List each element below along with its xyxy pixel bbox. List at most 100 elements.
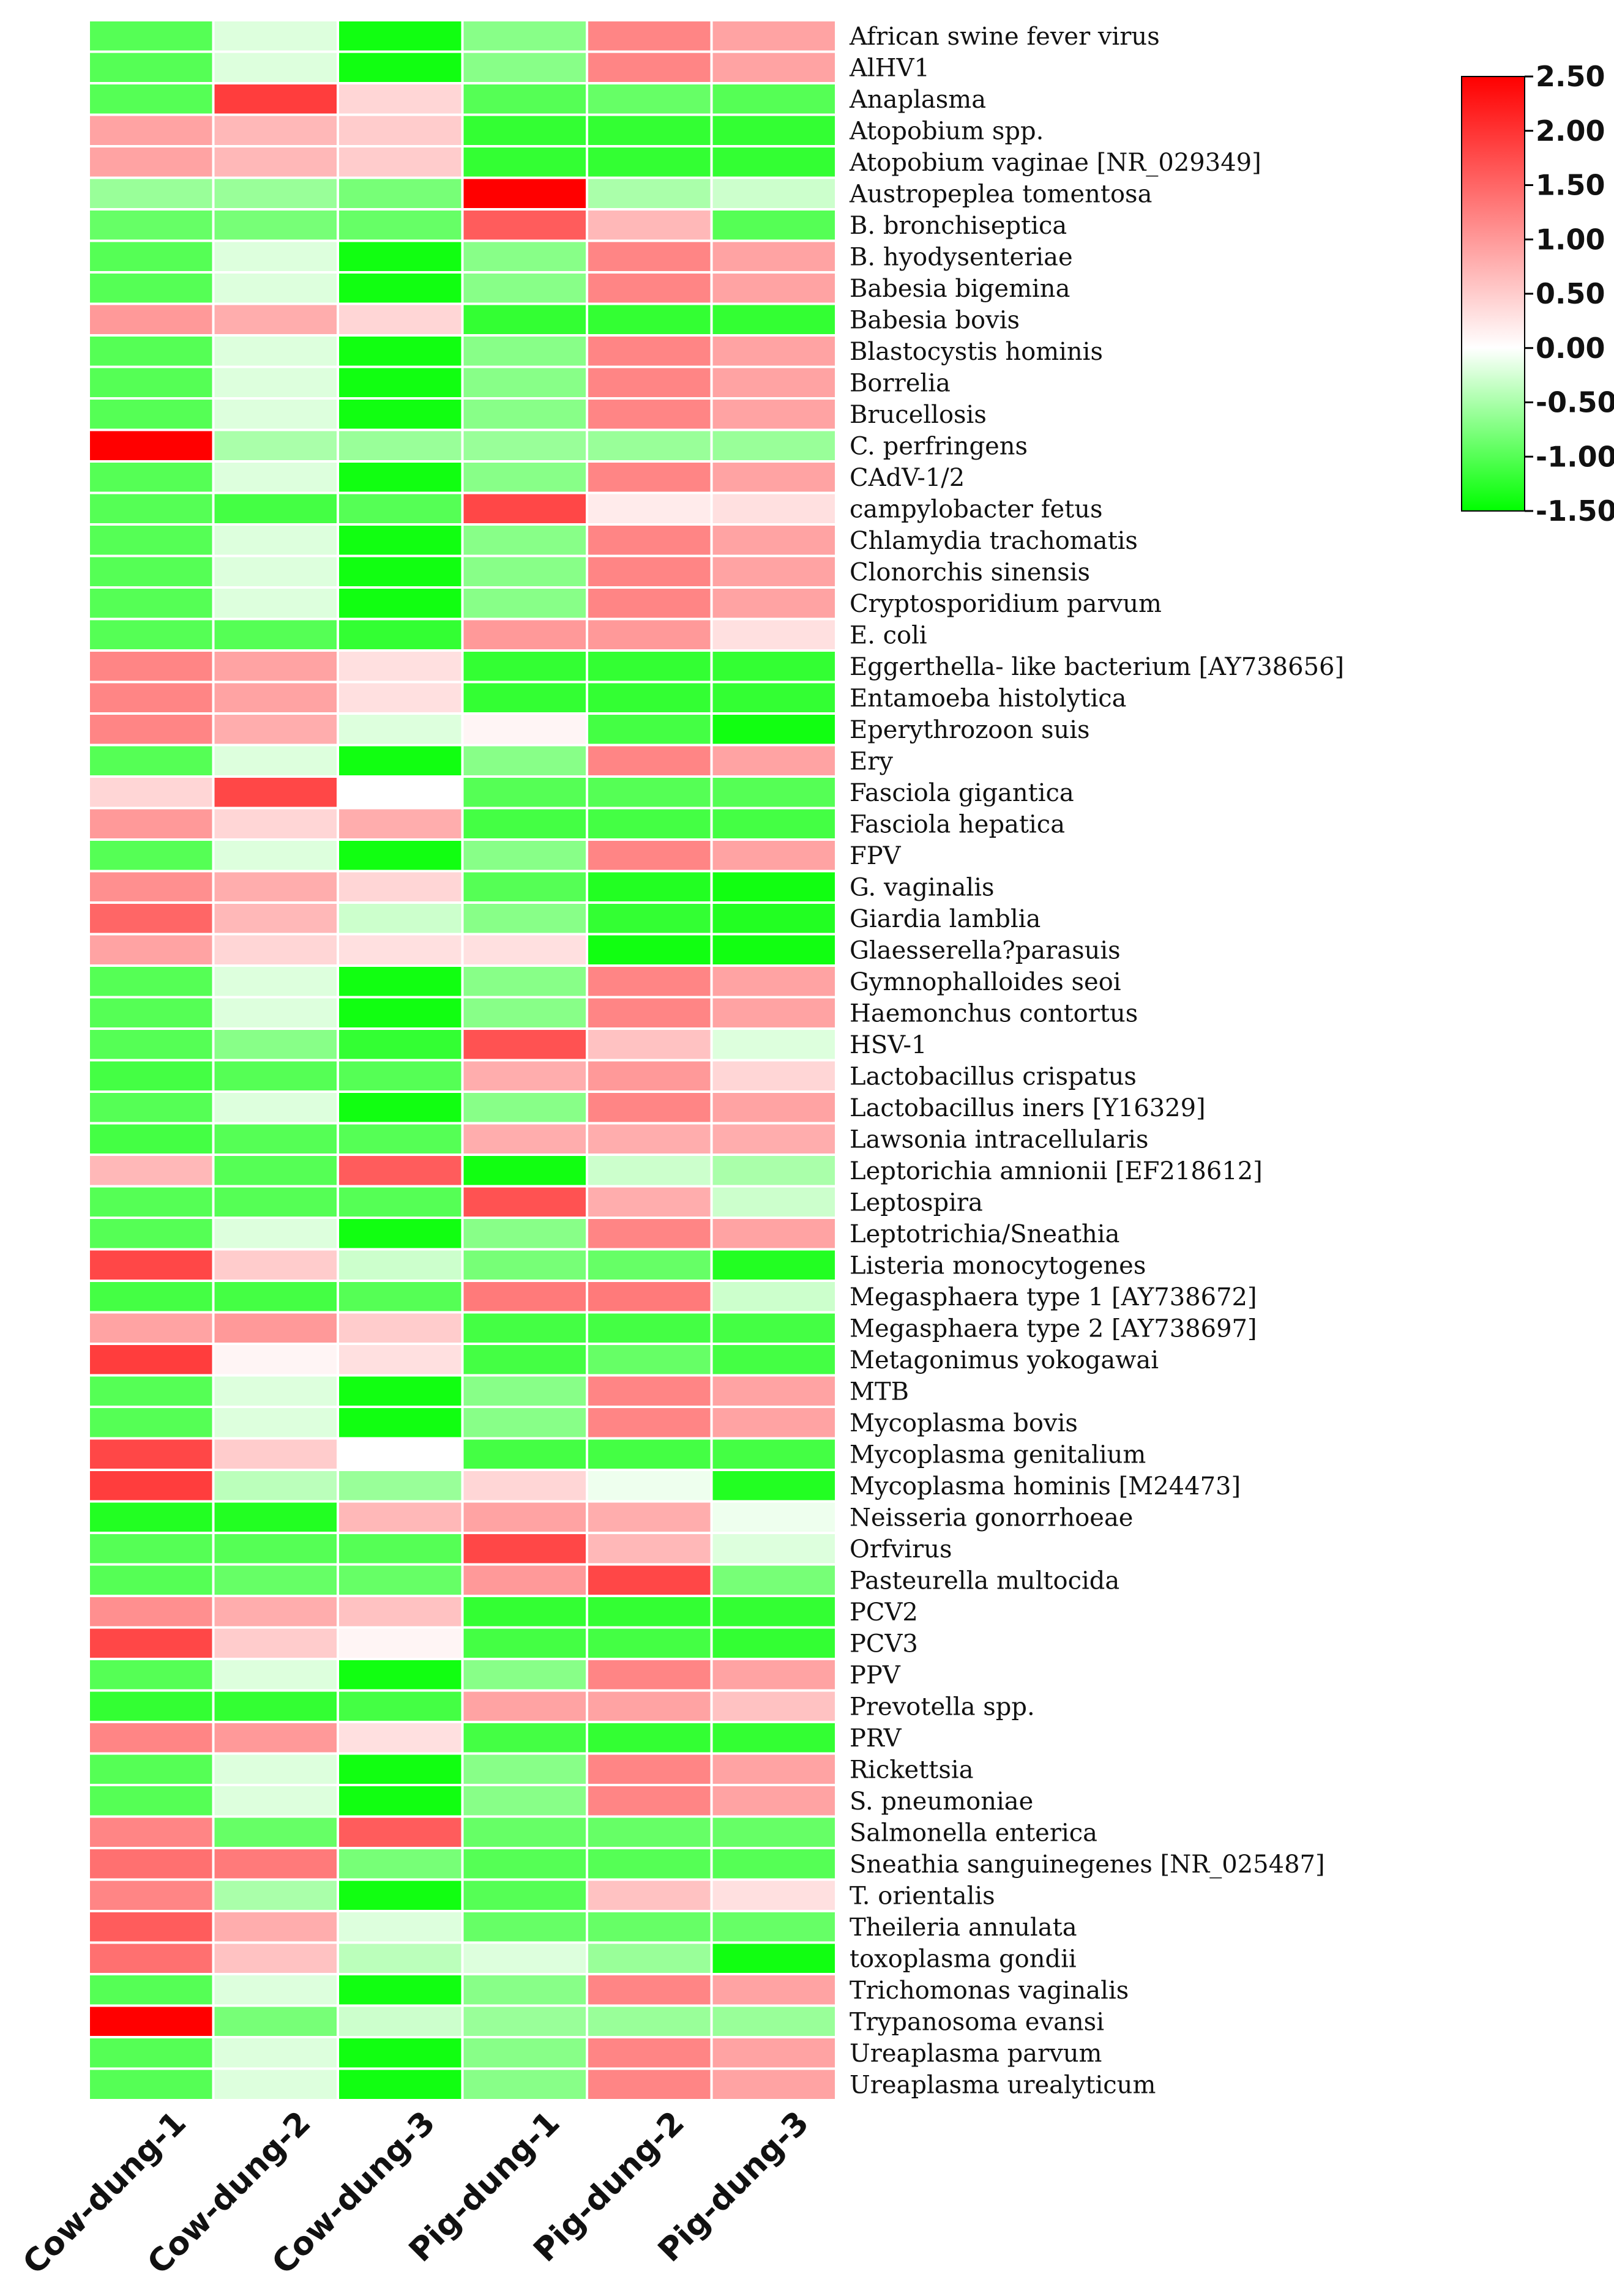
heatmap-cell	[212, 50, 339, 84]
heatmap-cell	[461, 1500, 588, 1534]
heatmap-cell	[461, 1626, 588, 1660]
heatmap-cell	[710, 523, 837, 557]
heatmap-cell	[710, 1532, 837, 1566]
heatmap-cell	[212, 1532, 339, 1566]
row-label: C. perfringens	[850, 432, 1028, 460]
color-scale-ticks: 2.50 2.00 1.50 1.00 0.50 0.00 -0.50 -1.00 -1.50	[1525, 60, 1614, 527]
row-label: Ureaplasma urealyticum	[850, 2071, 1156, 2099]
heatmap-cell	[461, 1689, 588, 1723]
heatmap-cell	[88, 1878, 215, 1912]
row-label: Lawsonia intracellularis	[850, 1125, 1148, 1154]
heatmap-cell	[212, 2036, 339, 2070]
heatmap-cell	[586, 1563, 713, 1597]
heatmap-cell	[337, 1941, 464, 1975]
heatmap-cell	[212, 1280, 339, 1314]
heatmap-cell	[461, 1185, 588, 1219]
heatmap-cell	[586, 712, 713, 747]
heatmap-cell	[461, 901, 588, 936]
heatmap-cell	[710, 1941, 837, 1975]
heatmap-cell	[88, 1500, 215, 1534]
row-label: FPV	[850, 842, 902, 870]
heatmap-cell	[212, 491, 339, 526]
row-label: toxoplasma gondii	[850, 1945, 1077, 1973]
heatmap-cell	[710, 1500, 837, 1534]
row-label: T. orientalis	[850, 1882, 995, 1910]
heatmap-cell	[461, 397, 588, 431]
heatmap-cell	[212, 1689, 339, 1723]
heatmap-cell	[212, 1154, 339, 1188]
heatmap-cell	[461, 1752, 588, 1786]
heatmap-cell	[337, 145, 464, 179]
heatmap-cell	[212, 1595, 339, 1629]
row-label: Eggerthella- like bacterium [AY738656]	[850, 653, 1344, 681]
heatmap-cell	[461, 1217, 588, 1251]
heatmap-cell	[710, 870, 837, 904]
row-label: Entamoeba histolytica	[850, 684, 1126, 712]
row-label: Mycoplasma bovis	[850, 1409, 1078, 1437]
row-label: E. coli	[850, 621, 927, 649]
heatmap-cell	[586, 334, 713, 368]
heatmap-cell	[337, 176, 464, 211]
heatmap-cell	[586, 1343, 713, 1377]
heatmap-cell	[212, 113, 339, 147]
heatmap-cell	[586, 649, 713, 684]
heatmap-cell	[461, 334, 588, 368]
heatmap-cell	[461, 1090, 588, 1125]
heatmap-cell	[710, 1658, 837, 1692]
heatmap-cell	[337, 208, 464, 242]
heatmap-cell	[710, 586, 837, 621]
heatmap-cell	[88, 1343, 215, 1377]
row-label: Lactobacillus iners [Y16329]	[850, 1094, 1206, 1122]
color-scale-bar	[1461, 76, 1525, 512]
heatmap-cell	[88, 1311, 215, 1345]
heatmap-cell	[586, 1752, 713, 1786]
heatmap-cell	[586, 239, 713, 274]
heatmap-cell	[461, 1027, 588, 1062]
heatmap-cell	[586, 113, 713, 147]
heatmap-cell	[337, 1878, 464, 1912]
heatmap-cell	[461, 1280, 588, 1314]
row-label: PCV2	[850, 1598, 918, 1627]
row-label: Prevotella spp.	[850, 1693, 1035, 1721]
heatmap-cell	[88, 302, 215, 337]
heatmap-cell	[212, 1500, 339, 1534]
heatmap-cell	[212, 334, 339, 368]
heatmap-cell	[710, 1784, 837, 1818]
heatmap-cell	[337, 1090, 464, 1125]
heatmap-cell	[337, 19, 464, 53]
heatmap-cell	[337, 239, 464, 274]
heatmap-cell	[710, 1721, 837, 1755]
heatmap-cell	[710, 334, 837, 368]
heatmap-cell	[586, 176, 713, 211]
heatmap-cell	[212, 1027, 339, 1062]
heatmap-cell	[337, 365, 464, 400]
heatmap-cell	[88, 744, 215, 778]
heatmap-cell	[337, 271, 464, 305]
heatmap-cell	[212, 428, 339, 463]
heatmap-cell	[212, 2004, 339, 2038]
row-label: B. bronchiseptica	[850, 212, 1067, 240]
heatmap-cell	[88, 1595, 215, 1629]
heatmap-cell	[212, 1658, 339, 1692]
heatmap-cell	[710, 1878, 837, 1912]
row-label: Atopobium spp.	[849, 117, 1044, 145]
heatmap-cell	[88, 1217, 215, 1251]
legend-tick-label: 0.50	[1536, 277, 1605, 310]
heatmap-cell	[88, 334, 215, 368]
heatmap-cell	[586, 554, 713, 589]
heatmap-cell	[586, 50, 713, 84]
heatmap-cell	[461, 1248, 588, 1282]
row-label: campylobacter fetus	[850, 495, 1103, 523]
heatmap-cell	[461, 1595, 588, 1629]
row-label: Rickettsia	[850, 1756, 974, 1784]
heatmap-cell	[212, 397, 339, 431]
heatmap-cell	[461, 302, 588, 337]
heatmap-cell	[461, 1941, 588, 1975]
row-label: CAdV-1/2	[850, 464, 965, 492]
heatmap-cell	[461, 1878, 588, 1912]
heatmap-cell	[586, 996, 713, 1030]
heatmap-cell	[710, 460, 837, 494]
row-label: Gymnophalloides seoi	[850, 968, 1121, 996]
heatmap-cell	[461, 176, 588, 211]
heatmap-cell	[88, 1658, 215, 1692]
